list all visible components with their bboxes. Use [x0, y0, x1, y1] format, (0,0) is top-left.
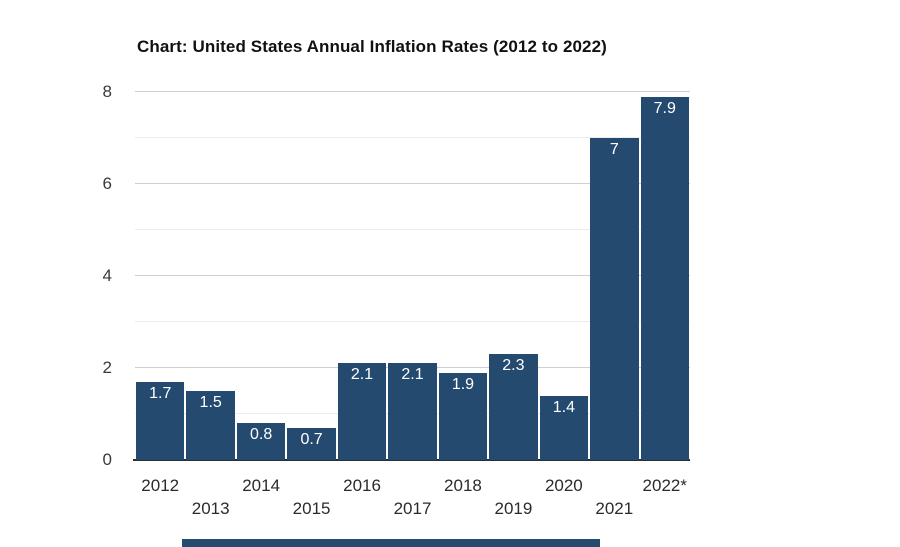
- bar-2020: 1.4: [539, 395, 589, 460]
- gridline-major: [135, 275, 690, 276]
- x-tick-label: 2012: [141, 476, 180, 495]
- x-tick-label: 2014: [242, 476, 281, 495]
- bar-2022*: 7.9: [640, 96, 689, 460]
- bar-value-label: 7: [609, 141, 619, 158]
- bar-2018: 1.9: [438, 372, 488, 460]
- gridline-major: [135, 91, 690, 92]
- bar-value-label: 2.1: [350, 366, 374, 384]
- gridline-major: [135, 183, 690, 184]
- bar-value-label: 1.4: [552, 398, 575, 416]
- bar-2019: 2.3: [489, 354, 538, 460]
- x-tick-label: 2019: [494, 499, 533, 518]
- x-tick-label: 2021: [595, 499, 634, 518]
- y-tick-label: 2: [102, 358, 112, 377]
- bar-2014: 0.8: [236, 423, 286, 460]
- x-tick-label: 2015: [292, 499, 331, 518]
- bar-value-label: 1.9: [451, 375, 475, 393]
- bar-value-label: 0.8: [250, 426, 273, 444]
- bar-value-label: 1.7: [149, 384, 172, 402]
- x-tick-label: 2013: [191, 499, 230, 518]
- bar-2017: 2.1: [388, 363, 437, 460]
- x-tick-label: 2020: [544, 476, 583, 495]
- gridline-minor: [135, 321, 690, 322]
- gridline-minor: [135, 137, 690, 138]
- x-tick-label: 2018: [444, 476, 482, 495]
- plot-area: 1.7 1.5 0.8 0.7 2.1 2.1 1.9 2.3 1.4 7 7.9: [133, 91, 690, 461]
- chart-title: Chart: United States Annual Inflation Ra…: [137, 37, 607, 56]
- gridline-minor: [135, 229, 690, 230]
- x-tick-label: 2022*: [642, 476, 687, 495]
- bar-value-label: 0.7: [300, 430, 323, 448]
- bar-2021: 7: [590, 138, 639, 460]
- bar-2015: 0.7: [287, 427, 336, 460]
- bar-value-label: 1.5: [199, 394, 222, 411]
- bar-value-label: 2.3: [502, 357, 525, 375]
- x-axis-baseline: [133, 459, 690, 461]
- y-tick-label: 8: [102, 82, 112, 101]
- bar-2016: 2.1: [337, 363, 387, 460]
- y-tick-label: 4: [102, 266, 112, 285]
- y-tick-label: 0: [102, 450, 112, 469]
- bar-value-label: 7.9: [653, 99, 676, 117]
- x-tick-label: 2017: [393, 499, 432, 518]
- y-tick-label: 6: [102, 174, 112, 193]
- bar-2012: 1.7: [136, 381, 185, 460]
- x-tick-label: 2016: [343, 476, 381, 495]
- bar-value-label: 2.1: [401, 366, 424, 384]
- bar-2013: 1.5: [186, 391, 235, 460]
- cropped-bottom-element: [182, 539, 600, 547]
